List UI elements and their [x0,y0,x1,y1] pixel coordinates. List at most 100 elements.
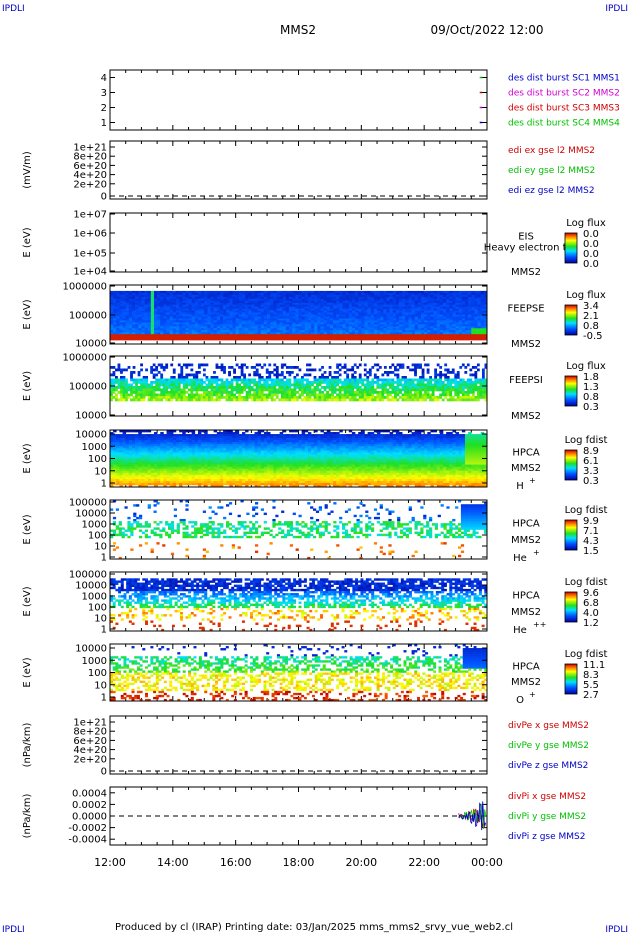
spectrogram-cell [288,388,292,392]
spectrogram-cell [307,304,312,307]
spectrogram-cell [474,320,478,323]
spectrogram-cell [248,391,252,394]
spectrogram-cell [213,332,218,335]
spectrogram-cell [414,378,417,382]
spectrogram-cell [170,378,174,382]
spectrogram-cell [461,304,466,307]
spectrogram-cell [367,320,372,323]
spectrogram-cell [216,294,221,298]
spectrogram-cell [142,396,146,399]
spectrogram-cell [210,328,214,331]
spectrogram-cell [443,302,447,305]
spectrogram-cell [436,310,441,313]
spectrogram-cell [477,334,482,337]
spectrogram-cell [383,336,387,339]
spectrogram-cell [235,324,240,327]
spectrogram-cell [304,292,309,296]
spectrogram-cell [466,383,470,387]
spectrogram-cell [163,326,167,329]
spectrogram-cell [137,388,141,392]
spectrogram-cell [185,320,189,323]
spectrogram-cell [314,304,318,307]
spectrogram-cell [348,320,353,323]
spectrogram-cell [267,338,271,341]
y-tick-label: 1000000 [62,353,107,364]
spectrogram-cell [130,386,133,389]
spectrogram-cell [219,326,224,329]
spectrogram-cell [147,322,152,325]
spectrogram-cell [210,336,214,339]
spectrogram-cell [417,326,422,329]
spectrogram-cell [265,371,269,374]
spectrogram-cell [248,308,252,311]
spectrogram-cell [175,304,180,307]
spectrogram-cell [401,363,405,367]
spectrogram-cell [304,320,309,323]
spectrogram-cell [368,391,372,394]
spectrogram-cell [194,332,199,335]
spectrogram-cell [314,296,318,300]
spectrogram-cell [336,324,340,327]
spectrogram-cell [119,334,123,337]
spectrogram-cell [177,398,181,402]
spectrogram-cell [288,381,292,384]
spectrogram-cell [182,290,186,294]
spectrogram-cell [405,322,409,325]
spectrogram-cell [131,302,136,305]
spectrogram-cell [364,338,368,341]
spectrogram-cell [273,306,277,309]
spectrogram-cell [411,326,416,329]
spectrogram-cell [122,388,126,392]
spectrogram-cell [306,391,309,394]
spectrogram-cell [225,393,229,397]
spectrogram-cell [207,322,211,325]
spectrogram-cell [283,388,287,392]
spectrogram-cell [210,300,214,303]
spectrogram-cell [377,334,381,337]
spectrogram-cell [172,290,177,294]
spectrogram-cell [258,376,262,379]
spectrogram-cell [323,296,328,300]
spectrogram-cell [476,381,480,384]
spectrogram-cell [275,393,279,397]
spectrogram-cell [378,393,382,397]
spectrogram-cell [399,324,403,327]
spectrogram-cell [160,296,164,300]
spectrogram-cell [411,300,416,303]
spectrogram-cell [326,383,329,387]
spectrogram-cell [122,294,127,298]
spectrogram-cell [361,393,365,397]
spectrogram-cell [110,454,114,457]
spectrogram-cell [191,322,196,325]
spectrogram-cell [147,336,152,339]
colorbar-tick-label: 2.1 [583,311,599,322]
spectrogram-cell [260,290,265,294]
spectrogram-cell [260,326,265,329]
spectrogram-cell [339,316,343,319]
spectrogram-cell [367,328,372,331]
spectrogram-cell [411,334,416,337]
spectrogram-cell [110,476,114,480]
spectrogram-cell [157,316,161,319]
spectrogram-cell [241,324,246,327]
spectrogram-cell [477,326,482,329]
spectrogram-cell [177,378,181,382]
spectrogram-cell [391,386,395,389]
spectrogram-cell [417,308,422,311]
spectrogram-cell [276,292,280,296]
spectrogram-cell [157,336,161,339]
spectrogram-cell [348,294,353,298]
spectrogram-cell [430,296,434,300]
spectrogram-cell [446,316,450,319]
spectrogram-cell [466,363,470,367]
spectrogram-cell [323,314,328,317]
spectrogram-cell [251,320,255,323]
spectrogram-cell [317,292,321,296]
spectrogram-cell [484,386,488,389]
spectrogram-cell [449,312,453,315]
spectrogram-cell [471,328,475,331]
spectrogram-cell [377,298,381,302]
spectrogram-cell [439,388,443,392]
spectrogram-cell [395,316,400,319]
